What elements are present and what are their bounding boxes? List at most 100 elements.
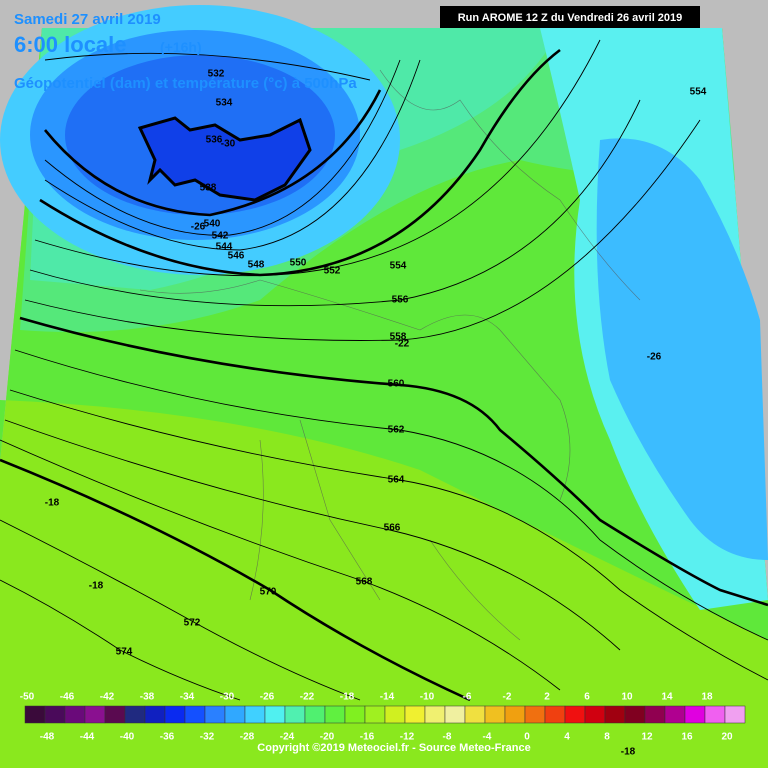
scale-swatch bbox=[644, 705, 666, 724]
scale-label: 8 bbox=[604, 732, 610, 743]
scale-label: -6 bbox=[463, 692, 472, 703]
scale-swatch bbox=[184, 705, 206, 724]
contour bbox=[19, 316, 768, 607]
scale-swatch bbox=[504, 705, 526, 724]
contour-label: 538 bbox=[200, 183, 217, 194]
scale-label: -14 bbox=[380, 692, 395, 703]
scale-label: 2 bbox=[544, 692, 550, 703]
contour-label: 560 bbox=[388, 379, 405, 390]
scale-label: 14 bbox=[661, 692, 673, 703]
cold-core bbox=[137, 116, 312, 202]
scale-label: -20 bbox=[320, 732, 335, 743]
contour-label: -18 bbox=[45, 498, 60, 509]
scale-label: -18 bbox=[340, 692, 355, 703]
copyright: Copyright ©2019 Meteociel.fr - Source Me… bbox=[257, 742, 530, 754]
scale-swatch bbox=[424, 705, 446, 724]
contour bbox=[9, 389, 768, 681]
scale-label: -28 bbox=[240, 732, 255, 743]
scale-swatch bbox=[564, 705, 586, 724]
scale-swatch bbox=[144, 705, 166, 724]
scale-label: 16 bbox=[681, 732, 693, 743]
contour-label: 544 bbox=[216, 242, 233, 253]
scale-label: -46 bbox=[60, 692, 75, 703]
scale-swatch bbox=[344, 705, 366, 724]
contour bbox=[29, 99, 641, 307]
scale-swatch bbox=[384, 705, 406, 724]
contour-label: 566 bbox=[384, 523, 401, 534]
contour bbox=[4, 419, 621, 651]
scale-label: -2 bbox=[503, 692, 512, 703]
scale-swatch bbox=[84, 705, 106, 724]
scale-swatch bbox=[584, 705, 606, 724]
scale-swatch bbox=[104, 705, 126, 724]
scale-swatch bbox=[244, 705, 266, 724]
scale-swatch bbox=[464, 705, 486, 724]
contour bbox=[43, 89, 382, 217]
contour-label: 562 bbox=[388, 425, 405, 436]
contour-label: -26 bbox=[647, 352, 662, 363]
contour-label: -26 bbox=[191, 222, 206, 233]
contour-label: -18 bbox=[89, 581, 104, 592]
contour bbox=[44, 59, 401, 236]
scale-swatch bbox=[24, 705, 46, 724]
scale-label: -48 bbox=[40, 732, 55, 743]
scale-swatch bbox=[684, 705, 706, 724]
contour-label: 548 bbox=[248, 260, 265, 271]
scale-swatch bbox=[624, 705, 646, 724]
contour bbox=[0, 439, 561, 691]
contour-label: 572 bbox=[184, 618, 201, 629]
contour-label: 564 bbox=[388, 475, 405, 486]
scale-label: -40 bbox=[120, 732, 135, 743]
contour-label: 532 bbox=[208, 69, 225, 80]
scale-label: -8 bbox=[443, 732, 452, 743]
contour-label: 542 bbox=[212, 231, 229, 242]
scale-swatch bbox=[284, 705, 306, 724]
contour-label: 568 bbox=[356, 577, 373, 588]
scale-label: 18 bbox=[701, 692, 713, 703]
time: 6:00 locale bbox=[14, 32, 127, 57]
contour-label: -30 bbox=[221, 139, 236, 150]
scale-label: -34 bbox=[180, 692, 195, 703]
contour-label: 554 bbox=[690, 87, 707, 98]
contour-label: -22 bbox=[395, 339, 410, 350]
scale-swatch bbox=[544, 705, 566, 724]
contour-label: 554 bbox=[390, 261, 407, 272]
scale-label: 10 bbox=[621, 692, 633, 703]
scale-swatch bbox=[44, 705, 66, 724]
color-scale: -50 -46 -42 -38 -34 -30 -26 -22 -18 -14 -10 -6 -2 2 6 1… bbox=[20, 692, 746, 743]
scale-label: -24 bbox=[280, 732, 295, 743]
contour bbox=[34, 39, 601, 277]
scale-swatch bbox=[364, 705, 386, 724]
contour bbox=[0, 579, 241, 701]
temp-zone bbox=[596, 138, 768, 561]
scale-label: -32 bbox=[200, 732, 215, 743]
scale-swatch bbox=[524, 705, 546, 724]
scale-label: -36 bbox=[160, 732, 175, 743]
contour-label: 574 bbox=[116, 647, 133, 658]
scale-swatch bbox=[124, 705, 146, 724]
scale-swatch bbox=[444, 705, 466, 724]
contour-label: 540 bbox=[204, 219, 221, 230]
scale-label: -12 bbox=[400, 732, 415, 743]
scale-swatch bbox=[704, 705, 726, 724]
scale-swatch bbox=[224, 705, 246, 724]
scale-swatch bbox=[604, 705, 626, 724]
scale-label: -44 bbox=[80, 732, 95, 743]
lead-time: (+16h) bbox=[160, 39, 202, 55]
border bbox=[379, 69, 641, 301]
scale-swatch bbox=[64, 705, 86, 724]
scale-label: -50 bbox=[20, 692, 35, 703]
contour-label: 534 bbox=[216, 98, 233, 109]
contour bbox=[39, 48, 561, 277]
scale-swatch bbox=[484, 705, 506, 724]
scale-swatch bbox=[204, 705, 226, 724]
scale-label: -38 bbox=[140, 692, 155, 703]
scale-label: 6 bbox=[584, 692, 590, 703]
contour bbox=[0, 458, 471, 702]
date: Samedi 27 avril 2019 bbox=[14, 11, 161, 28]
contour-label: 550 bbox=[290, 258, 307, 269]
scale-label: 20 bbox=[721, 732, 733, 743]
contour-label: 556 bbox=[392, 295, 409, 306]
